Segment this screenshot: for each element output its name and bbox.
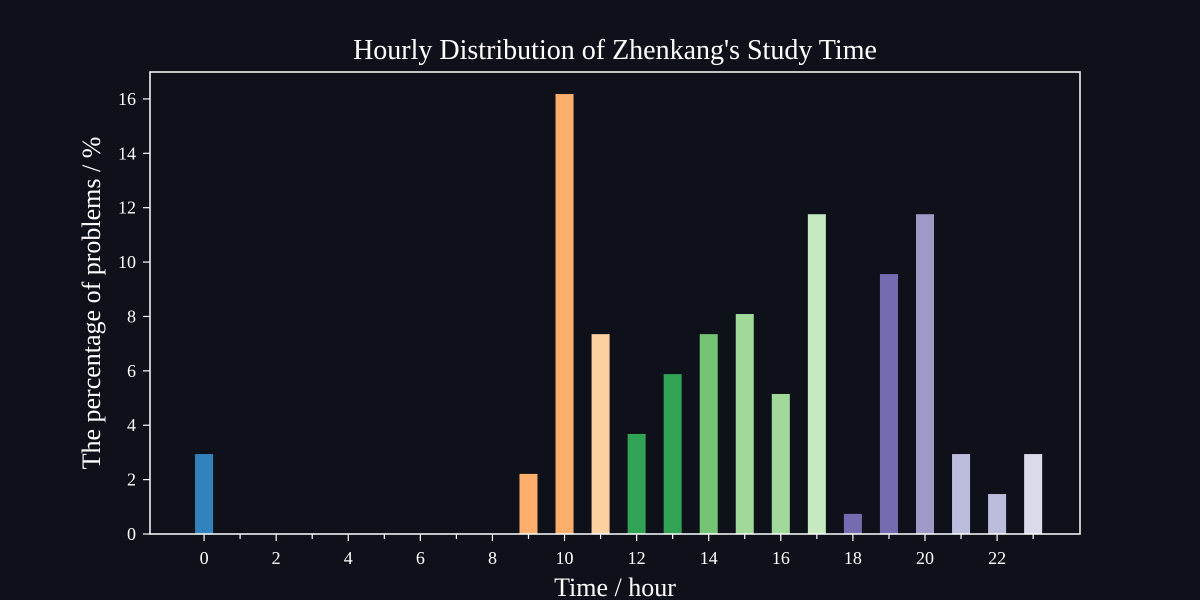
bars-layer: [195, 94, 1043, 534]
bar-hour-23: [1024, 454, 1043, 534]
bar-hour-21: [952, 454, 971, 534]
x-axis: 0 2 4 6 8 10 12 14 16 18 20 22: [200, 534, 1034, 568]
y-tick-label: 8: [127, 306, 136, 326]
bar-hour-20: [915, 214, 935, 534]
y-tick-label: 4: [127, 415, 136, 435]
bar-hour-13: [663, 374, 682, 534]
y-tick-label: 14: [118, 143, 136, 163]
bar-hour-17: [807, 214, 826, 534]
bar-hour-12: [627, 433, 646, 534]
bar-hour-9: [519, 473, 538, 534]
y-tick-label: 2: [127, 470, 136, 490]
plot-frame: [149, 71, 1081, 535]
x-tick-label: 6: [416, 548, 425, 568]
bar-hour-16: [771, 393, 790, 534]
y-axis-label: The percentage of problems / %: [77, 137, 106, 470]
y-tick-label: 16: [118, 89, 136, 109]
bar-hour-15: [735, 314, 754, 534]
x-tick-label: 0: [200, 548, 209, 568]
bar-hour-14: [699, 334, 718, 534]
x-tick-label: 10: [556, 548, 574, 568]
x-tick-label: 18: [844, 548, 862, 568]
bar-hour-18: [843, 513, 862, 534]
x-tick-label: 4: [344, 548, 353, 568]
y-tick-label: 6: [127, 361, 136, 381]
y-axis: 0 2 4 6 8 10 12 14 16: [118, 89, 150, 544]
chart-title: Hourly Distribution of Zhenkang's Study …: [353, 35, 877, 66]
x-tick-label: 12: [628, 548, 646, 568]
bar-hour-19: [879, 274, 898, 534]
y-tick-label: 12: [118, 198, 136, 218]
x-tick-label: 14: [700, 548, 718, 568]
x-tick-label: 22: [988, 548, 1006, 568]
x-tick-label: 8: [488, 548, 497, 568]
x-tick-label: 16: [772, 548, 790, 568]
bar-hour-22: [988, 494, 1007, 534]
bar-hour-10: [555, 94, 574, 534]
x-axis-label: Time / hour: [554, 573, 676, 600]
bar-hour-11: [591, 334, 610, 534]
x-tick-label: 2: [272, 548, 281, 568]
bar-hour-0: [195, 454, 214, 534]
x-tick-label: 20: [916, 548, 934, 568]
y-tick-label: 0: [127, 524, 136, 544]
y-tick-label: 10: [118, 252, 136, 272]
